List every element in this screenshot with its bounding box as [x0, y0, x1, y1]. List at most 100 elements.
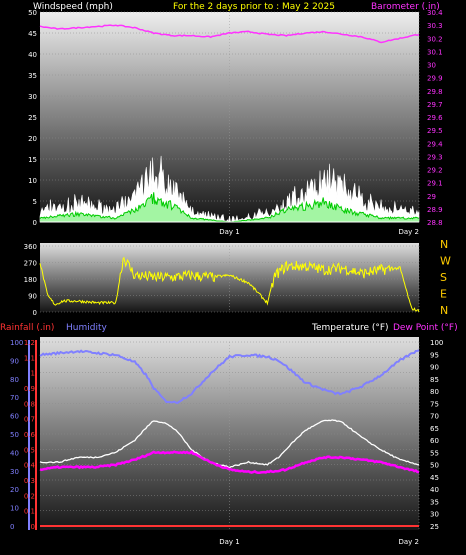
barometer-tick-label: 29.8 — [427, 88, 443, 96]
chart-period-title: For the 2 days prior to : May 2 2025 — [173, 2, 335, 12]
direction-tick-label: 360 — [24, 243, 37, 251]
barometer-tick-label: 29.9 — [427, 75, 443, 83]
humidity-tick-label: 50 — [10, 431, 19, 439]
barometer-tick-label: 29.2 — [427, 167, 443, 175]
temperature-tick-label: 60 — [430, 437, 439, 445]
wind-tick-label: 50 — [28, 9, 37, 17]
wind-tick-label: 45 — [28, 30, 37, 38]
dewpoint-line — [39, 450, 420, 474]
temperature-tick-label: 40 — [430, 486, 439, 494]
rainfall-tick-label: 0.8 — [24, 400, 35, 408]
barometer-tick-label: 29 — [427, 193, 436, 201]
humidity-tick-label: 70 — [10, 394, 19, 402]
wind-tick-label: 0 — [33, 219, 37, 227]
barometer-tick-label: 29.7 — [427, 101, 443, 109]
dewpoint-axis-title: Dew Point (°F) — [393, 323, 458, 333]
humidity-temperature-panel: 0 10 20 30 40 50 60 70 80 90 100 0 0.1 0.2 0.3 0.4 0.5 0.… — [10, 337, 443, 546]
compass-label: N — [440, 238, 448, 251]
humidity-tick-label: 30 — [10, 468, 19, 476]
direction-tick-label: 180 — [24, 276, 37, 284]
barometer-tick-label: 29.1 — [427, 180, 443, 188]
wind-panel-axes: 0 5 10 15 20 25 30 35 40 45 50 28.8 28.9 29 29.1 29.2 29… — [28, 9, 443, 236]
rainfall-axis-title: Rainfall (.in) — [0, 323, 54, 333]
humidity-tick-label: 40 — [10, 449, 19, 457]
humidity-tick-label: 20 — [10, 486, 19, 494]
temperature-tick-label: 100 — [430, 339, 443, 347]
wind-barometer-panel: 0 5 10 15 20 25 30 35 40 45 50 28.8 28.9 29 29.1 29.2 29… — [28, 9, 443, 236]
barometer-tick-label: 30.1 — [427, 48, 443, 56]
temperature-tick-label: 35 — [430, 498, 439, 506]
day-tick-label: Day 2 — [398, 538, 419, 546]
temperature-tick-label: 55 — [430, 449, 439, 457]
rainfall-tick-label: 0 — [31, 523, 35, 531]
wind-axis-title: Windspeed (mph) — [33, 2, 113, 12]
compass-label: E — [440, 288, 447, 301]
temperature-tick-label: 80 — [430, 388, 439, 396]
direction-panel-series — [39, 256, 420, 313]
wind-tick-label: 10 — [28, 177, 37, 185]
humidity-tick-label: 90 — [10, 357, 19, 365]
temperature-tick-label: 85 — [430, 376, 439, 384]
temperature-tick-label: 70 — [430, 413, 439, 421]
compass-label: N — [440, 304, 448, 317]
barometer-tick-label: 29.5 — [427, 127, 443, 135]
barometer-line — [39, 24, 420, 44]
wind-tick-label: 5 — [33, 198, 37, 206]
rainfall-tick-label: 0.1 — [24, 508, 35, 516]
direction-tick-label: 270 — [24, 260, 37, 268]
barometer-tick-label: 28.9 — [427, 206, 443, 214]
day-tick-label: Day 1 — [219, 228, 240, 236]
temperature-tick-label: 30 — [430, 511, 439, 519]
wind-average-area — [40, 192, 419, 222]
rainfall-tick-label: 0.6 — [24, 431, 36, 439]
rainfall-tick-label: 0.3 — [24, 477, 35, 485]
wind-tick-label: 20 — [28, 135, 37, 143]
wind-tick-label: 35 — [28, 72, 37, 80]
temperature-tick-label: 65 — [430, 425, 439, 433]
rainfall-tick-label: 1.2 — [24, 339, 35, 347]
rainfall-tick-label: 0.4 — [24, 462, 36, 470]
direction-tick-label: 90 — [28, 293, 37, 301]
barometer-tick-label: 30 — [427, 62, 436, 70]
rainfall-tick-label: 0.7 — [24, 416, 35, 424]
humidity-line — [39, 349, 420, 405]
temperature-tick-label: 45 — [430, 474, 439, 482]
temp-panel-axes: 0 10 20 30 40 50 60 70 80 90 100 0 0.1 0.2 0.3 0.4 0.5 0.… — [10, 339, 443, 546]
humidity-tick-label: 0 — [10, 523, 14, 531]
barometer-tick-label: 29.6 — [427, 114, 443, 122]
barometer-tick-label: 30.4 — [427, 9, 443, 17]
temp-panel-series — [39, 349, 420, 527]
direction-panel-grid — [40, 245, 420, 313]
wind-tick-label: 25 — [28, 114, 37, 122]
humidity-tick-label: 100 — [10, 339, 23, 347]
barometer-axis-title: Barometer (.in) — [371, 2, 440, 12]
temperature-line — [39, 419, 420, 469]
humidity-axis-title: Humidity — [66, 323, 107, 333]
rainfall-tick-label: 0.2 — [24, 492, 35, 500]
humidity-tick-label: 10 — [10, 505, 19, 513]
temperature-tick-label: 50 — [430, 462, 439, 470]
wind-tick-label: 40 — [28, 51, 37, 59]
direction-panel-background — [40, 243, 419, 312]
rainfall-tick-label: 1.1 — [24, 354, 35, 362]
humidity-tick-label: 60 — [10, 413, 19, 421]
temperature-tick-label: 90 — [430, 364, 439, 372]
barometer-tick-label: 30.2 — [427, 35, 443, 43]
direction-tick-label: 0 — [33, 309, 37, 317]
wind-tick-label: 30 — [28, 93, 37, 101]
compass-label: S — [440, 271, 447, 284]
temperature-tick-label: 95 — [430, 351, 439, 359]
rainfall-tick-label: 0.5 — [24, 446, 35, 454]
barometer-tick-label: 29.3 — [427, 153, 443, 161]
compass-label: W — [440, 255, 451, 268]
temperature-tick-label: 75 — [430, 400, 439, 408]
day-tick-label: Day 1 — [219, 538, 240, 546]
wind-direction-line — [39, 256, 420, 313]
wind-tick-label: 15 — [28, 156, 37, 164]
day-tick-label: Day 2 — [398, 228, 419, 236]
rainfall-tick-label: 1 — [31, 370, 35, 378]
humidity-tick-label: 80 — [10, 376, 19, 384]
barometer-tick-label: 30.3 — [427, 22, 443, 30]
